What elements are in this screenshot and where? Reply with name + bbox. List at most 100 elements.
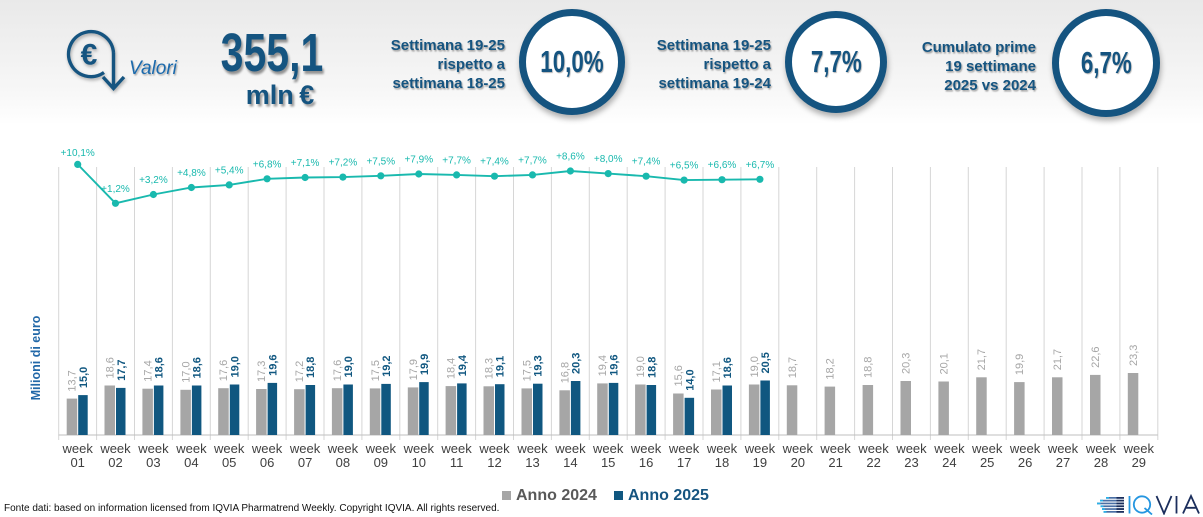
svg-text:18,8: 18,8 [863,357,875,378]
svg-text:05: 05 [222,455,236,470]
svg-text:22: 22 [866,455,880,470]
svg-text:23: 23 [904,455,918,470]
svg-text:18,6: 18,6 [154,357,166,378]
svg-text:02: 02 [108,455,122,470]
svg-text:week: week [327,441,359,456]
svg-text:15,6: 15,6 [673,365,685,386]
svg-text:19,9: 19,9 [1014,354,1026,375]
svg-text:+7,2%: +7,2% [329,158,358,169]
svg-text:20,3: 20,3 [571,353,583,374]
svg-text:24: 24 [942,455,956,470]
svg-text:+7,5%: +7,5% [366,156,395,167]
svg-text:€: € [81,39,98,72]
svg-text:+1,2%: +1,2% [101,184,130,195]
svg-text:19,0: 19,0 [229,356,241,377]
svg-text:+7,4%: +7,4% [632,157,661,168]
svg-text:+4,8%: +4,8% [177,168,206,179]
svg-text:15: 15 [601,455,615,470]
svg-text:19,6: 19,6 [609,354,621,375]
svg-text:week: week [137,441,169,456]
svg-text:week: week [62,441,94,456]
svg-text:18,4: 18,4 [446,358,458,379]
svg-text:20,1: 20,1 [938,353,950,374]
svg-text:14: 14 [563,455,577,470]
svg-text:26: 26 [1018,455,1032,470]
svg-text:25: 25 [980,455,994,470]
svg-text:19,3: 19,3 [533,355,545,376]
svg-text:18,6: 18,6 [192,357,204,378]
svg-text:23,3: 23,3 [1128,345,1140,366]
svg-text:19,0: 19,0 [635,356,647,377]
svg-text:13,7: 13,7 [67,370,79,391]
svg-text:21: 21 [828,455,842,470]
svg-text:16: 16 [639,455,653,470]
svg-text:+7,7%: +7,7% [518,155,547,166]
svg-text:19,4: 19,4 [457,354,469,376]
svg-text:week: week [403,441,435,456]
svg-text:07: 07 [298,455,312,470]
svg-text:19: 19 [753,455,767,470]
svg-text:19,1: 19,1 [495,356,507,377]
svg-text:+6,5%: +6,5% [670,161,699,172]
svg-text:17,3: 17,3 [256,361,268,382]
svg-text:week: week [857,441,889,456]
svg-text:17,7: 17,7 [116,359,128,380]
svg-text:week: week [592,441,624,456]
svg-text:week: week [782,441,814,456]
svg-text:week: week [440,441,472,456]
svg-text:11: 11 [450,455,464,470]
svg-text:week: week [668,441,700,456]
svg-text:week: week [1047,441,1079,456]
svg-text:20: 20 [791,455,805,470]
svg-text:18,8: 18,8 [646,357,658,378]
svg-text:+6,6%: +6,6% [708,160,737,171]
svg-text:week: week [251,441,283,456]
svg-text:+6,7%: +6,7% [746,160,775,171]
svg-text:27: 27 [1056,455,1070,470]
svg-text:19,2: 19,2 [381,355,393,376]
svg-text:17,6: 17,6 [218,360,230,381]
svg-text:+5,4%: +5,4% [215,165,244,176]
svg-text:18,6: 18,6 [722,357,734,378]
svg-text:week: week [971,441,1003,456]
svg-text:week: week [516,441,548,456]
svg-text:+10,1%: +10,1% [61,148,95,159]
svg-text:22,6: 22,6 [1090,346,1102,367]
svg-text:week: week [175,441,207,456]
svg-text:06: 06 [260,455,274,470]
svg-text:15,0: 15,0 [78,367,90,388]
svg-text:17,5: 17,5 [370,360,382,381]
svg-text:04: 04 [184,455,198,470]
svg-text:17,2: 17,2 [294,361,306,382]
svg-text:week: week [554,441,586,456]
svg-text:18: 18 [715,455,729,470]
svg-text:week: week [744,441,776,456]
svg-text:21,7: 21,7 [1052,349,1064,370]
svg-text:14,0: 14,0 [684,369,696,390]
svg-text:week: week [289,441,321,456]
svg-text:20,3: 20,3 [901,353,913,374]
svg-text:+3,2%: +3,2% [139,175,168,186]
svg-text:17,6: 17,6 [332,360,344,381]
svg-text:+7,4%: +7,4% [480,157,509,168]
svg-text:28: 28 [1094,455,1108,470]
svg-text:week: week [630,441,662,456]
svg-text:week: week [933,441,965,456]
svg-text:12: 12 [487,455,501,470]
svg-text:week: week [1009,441,1041,456]
svg-text:+8,6%: +8,6% [556,152,585,163]
svg-text:08: 08 [336,455,350,470]
svg-text:17: 17 [677,455,691,470]
svg-text:week: week [819,441,851,456]
svg-text:19,0: 19,0 [343,356,355,377]
svg-text:03: 03 [146,455,160,470]
svg-text:19,6: 19,6 [267,354,279,375]
svg-text:week: week [895,441,927,456]
svg-text:week: week [1123,441,1155,456]
svg-text:16,8: 16,8 [559,362,571,383]
svg-text:19,0: 19,0 [749,356,761,377]
svg-text:week: week [365,441,397,456]
svg-text:18,3: 18,3 [484,358,496,379]
svg-text:Milioni di euro: Milioni di euro [29,315,43,400]
svg-text:21,7: 21,7 [976,349,988,370]
